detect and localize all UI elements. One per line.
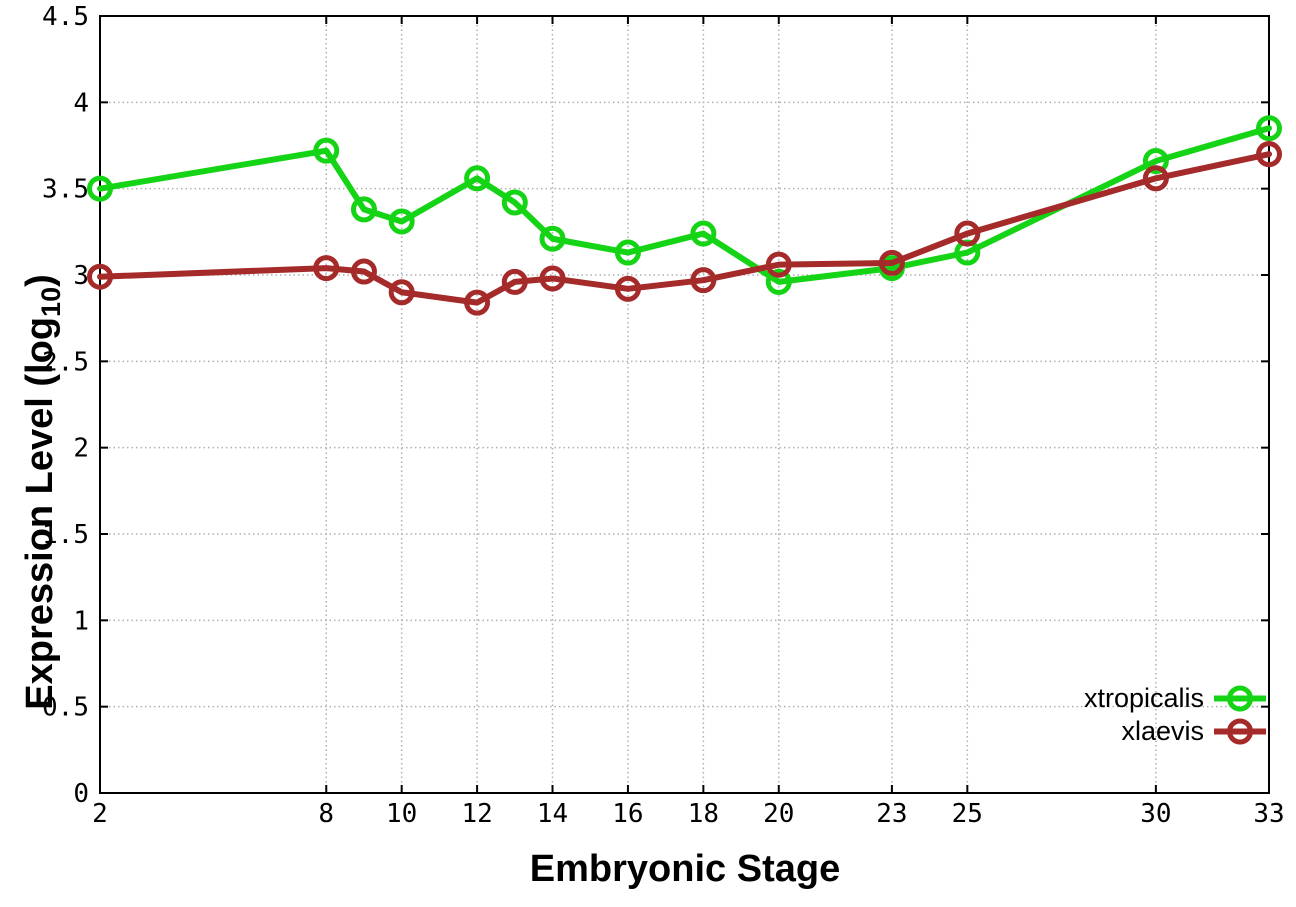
series-xlaevis-point bbox=[87, 263, 113, 290]
series-xlaevis-point bbox=[878, 249, 905, 276]
legend-sample-xlaevis bbox=[1214, 718, 1266, 745]
plot-border bbox=[99, 15, 1270, 794]
series-xlaevis-point bbox=[539, 265, 566, 292]
x-tick-label: 25 bbox=[952, 799, 983, 829]
series-xtropicalis-point bbox=[1142, 148, 1169, 175]
series-xtropicalis-point bbox=[614, 239, 641, 266]
series-xtropicalis-point bbox=[464, 165, 491, 192]
y-tick-label: 3 bbox=[73, 261, 89, 291]
series-xtropicalis-point bbox=[313, 137, 340, 164]
series-xlaevis-point bbox=[690, 267, 717, 294]
y-tick-label: 2 bbox=[73, 434, 89, 464]
series-xlaevis-point bbox=[765, 251, 792, 278]
x-axis-title: Embryonic Stage bbox=[529, 848, 841, 890]
series-xtropicalis-point bbox=[350, 196, 377, 223]
series-xlaevis-point bbox=[464, 289, 491, 316]
legend-marker-circle-xtropicalis bbox=[1227, 685, 1253, 712]
series-xtropicalis-point bbox=[501, 189, 528, 216]
chart-legend: xtropicalis xlaevis bbox=[1084, 682, 1266, 748]
legend-sample-xtropicalis bbox=[1214, 685, 1266, 712]
series-xtropicalis-line bbox=[97, 125, 1272, 285]
series-xlaevis-point bbox=[313, 255, 340, 282]
series-xtropicalis-point bbox=[765, 268, 792, 295]
y-axis-title-text: Expression Level (log bbox=[19, 316, 61, 710]
y-tick-label: 0 bbox=[73, 779, 89, 809]
x-tick-label: 8 bbox=[318, 799, 334, 829]
series-xlaevis-point bbox=[388, 279, 415, 306]
legend-marker-circle-xlaevis bbox=[1227, 718, 1253, 745]
y-tick-label: 2.5 bbox=[42, 347, 89, 377]
legend-label-xlaevis: xlaevis bbox=[1121, 716, 1204, 746]
y-tick-label: 1 bbox=[73, 606, 89, 636]
legend-row-xlaevis: xlaevis bbox=[1121, 715, 1266, 748]
legend-row-xtropicalis: xtropicalis bbox=[1084, 682, 1266, 715]
series-xlaevis-point bbox=[350, 258, 377, 285]
series-xlaevis-point bbox=[501, 268, 528, 295]
series-xtropicalis-point bbox=[539, 225, 566, 252]
y-tick-label: 4.5 bbox=[42, 2, 89, 32]
x-tick-label: 2 bbox=[92, 799, 108, 829]
x-tick-label: 23 bbox=[876, 799, 907, 829]
legend-label-xtropicalis: xtropicalis bbox=[1083, 683, 1204, 713]
x-tick-label: 33 bbox=[1253, 799, 1284, 829]
series-xlaevis-point bbox=[614, 275, 641, 302]
x-tick-label: 14 bbox=[537, 799, 568, 829]
y-axis-title-close: ) bbox=[19, 274, 61, 287]
y-tick-label: 4 bbox=[73, 88, 89, 118]
x-tick-label: 30 bbox=[1140, 799, 1171, 829]
x-tick-label: 12 bbox=[461, 799, 492, 829]
x-tick-label: 18 bbox=[688, 799, 719, 829]
series-xtropicalis-point bbox=[690, 220, 717, 247]
series-xlaevis-point bbox=[1256, 141, 1282, 168]
y-tick-label: 3.5 bbox=[42, 175, 89, 205]
x-tick-label: 16 bbox=[612, 799, 643, 829]
series-xlaevis-line bbox=[97, 151, 1272, 306]
series-xlaevis-point bbox=[954, 220, 981, 247]
series-xlaevis-point bbox=[1142, 165, 1169, 192]
series-xtropicalis-point bbox=[388, 208, 415, 235]
series-xtropicalis-point bbox=[1256, 115, 1282, 142]
y-tick-label: 1.5 bbox=[42, 520, 89, 550]
x-tick-label: 20 bbox=[763, 799, 794, 829]
series-xtropicalis-point bbox=[87, 175, 113, 202]
y-axis-title: Expression Level (log10) bbox=[12, 112, 68, 872]
y-axis-title-subscript: 10 bbox=[36, 286, 66, 317]
x-tick-label: 10 bbox=[386, 799, 417, 829]
y-tick-label: 0.5 bbox=[42, 693, 89, 723]
